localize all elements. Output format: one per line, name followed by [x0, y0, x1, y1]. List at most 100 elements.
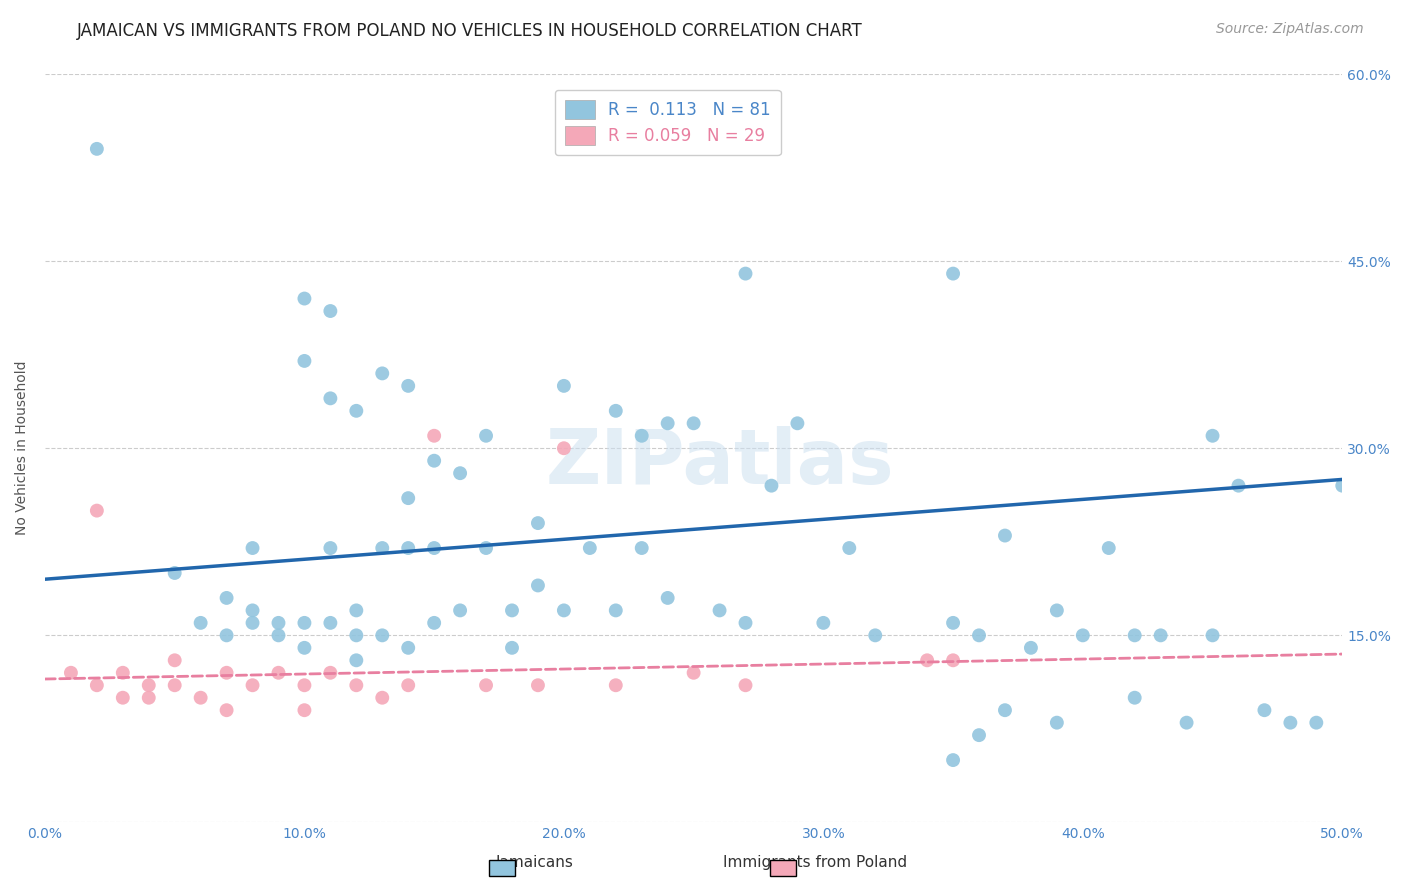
Point — [915, 653, 938, 667]
Point — [553, 603, 575, 617]
Point — [242, 615, 264, 630]
Point — [371, 541, 394, 555]
Point — [138, 678, 160, 692]
Point — [344, 404, 367, 418]
Point — [1123, 628, 1146, 642]
Point — [1098, 541, 1121, 555]
Point — [734, 678, 756, 692]
Point — [527, 578, 550, 592]
Point — [865, 628, 887, 642]
Point — [163, 653, 186, 667]
Point — [657, 591, 679, 605]
Point — [449, 603, 471, 617]
Point — [475, 429, 498, 443]
Point — [319, 665, 342, 680]
Point — [242, 603, 264, 617]
Point — [942, 267, 965, 281]
Point — [111, 665, 134, 680]
Point — [942, 653, 965, 667]
Point — [423, 615, 446, 630]
Text: JAMAICAN VS IMMIGRANTS FROM POLAND NO VEHICLES IN HOUSEHOLD CORRELATION CHART: JAMAICAN VS IMMIGRANTS FROM POLAND NO VE… — [77, 22, 863, 40]
Point — [838, 541, 860, 555]
Point — [1046, 715, 1069, 730]
Point — [163, 566, 186, 580]
Point — [475, 678, 498, 692]
Point — [682, 417, 704, 431]
Point — [371, 628, 394, 642]
Point — [657, 417, 679, 431]
Point — [396, 491, 419, 505]
Point — [553, 379, 575, 393]
Point — [215, 665, 238, 680]
Point — [190, 615, 212, 630]
Point — [1175, 715, 1198, 730]
Point — [1149, 628, 1171, 642]
Point — [813, 615, 835, 630]
Point — [1331, 478, 1354, 492]
Point — [1201, 429, 1223, 443]
Point — [605, 603, 627, 617]
Point — [344, 678, 367, 692]
Text: ZIPatlas: ZIPatlas — [546, 426, 894, 500]
Point — [86, 142, 108, 156]
Point — [501, 640, 523, 655]
Point — [396, 678, 419, 692]
Point — [294, 354, 316, 368]
Point — [344, 603, 367, 617]
Point — [1253, 703, 1275, 717]
Point — [215, 591, 238, 605]
Point — [294, 292, 316, 306]
Point — [527, 516, 550, 530]
Point — [242, 541, 264, 555]
Point — [294, 615, 316, 630]
Point — [1071, 628, 1094, 642]
Point — [294, 703, 316, 717]
Point — [59, 665, 82, 680]
Point — [967, 628, 990, 642]
Text: Source: ZipAtlas.com: Source: ZipAtlas.com — [1216, 22, 1364, 37]
Point — [138, 690, 160, 705]
Point — [215, 703, 238, 717]
Point — [734, 615, 756, 630]
Point — [1201, 628, 1223, 642]
Point — [396, 379, 419, 393]
Legend: R =  0.113   N = 81, R = 0.059   N = 29: R = 0.113 N = 81, R = 0.059 N = 29 — [555, 90, 780, 155]
Point — [682, 665, 704, 680]
Point — [449, 466, 471, 480]
Point — [371, 690, 394, 705]
Point — [396, 541, 419, 555]
Point — [344, 653, 367, 667]
Point — [967, 728, 990, 742]
Point — [630, 541, 652, 555]
Point — [1305, 715, 1327, 730]
Y-axis label: No Vehicles in Household: No Vehicles in Household — [15, 361, 30, 535]
Point — [709, 603, 731, 617]
Point — [86, 503, 108, 517]
Point — [579, 541, 602, 555]
Point — [475, 541, 498, 555]
Point — [423, 429, 446, 443]
Point — [553, 442, 575, 456]
Point — [942, 615, 965, 630]
Text: Immigrants from Poland: Immigrants from Poland — [724, 855, 907, 870]
Point — [761, 478, 783, 492]
Point — [215, 628, 238, 642]
Point — [190, 690, 212, 705]
Point — [267, 615, 290, 630]
Point — [1019, 640, 1042, 655]
Point — [371, 367, 394, 381]
Point — [267, 665, 290, 680]
Point — [1279, 715, 1302, 730]
Point — [1227, 478, 1250, 492]
Point — [163, 678, 186, 692]
Point — [344, 628, 367, 642]
Point — [267, 628, 290, 642]
Point — [319, 541, 342, 555]
Point — [605, 678, 627, 692]
Point — [294, 640, 316, 655]
Point — [111, 690, 134, 705]
Point — [242, 678, 264, 692]
Point — [994, 703, 1017, 717]
Point — [501, 603, 523, 617]
Point — [319, 615, 342, 630]
